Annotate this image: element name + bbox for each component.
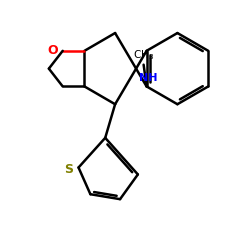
Text: CH$_3$: CH$_3$ xyxy=(133,48,154,62)
Text: S: S xyxy=(64,163,73,176)
Text: O: O xyxy=(48,44,58,57)
Text: NH: NH xyxy=(140,72,158,83)
